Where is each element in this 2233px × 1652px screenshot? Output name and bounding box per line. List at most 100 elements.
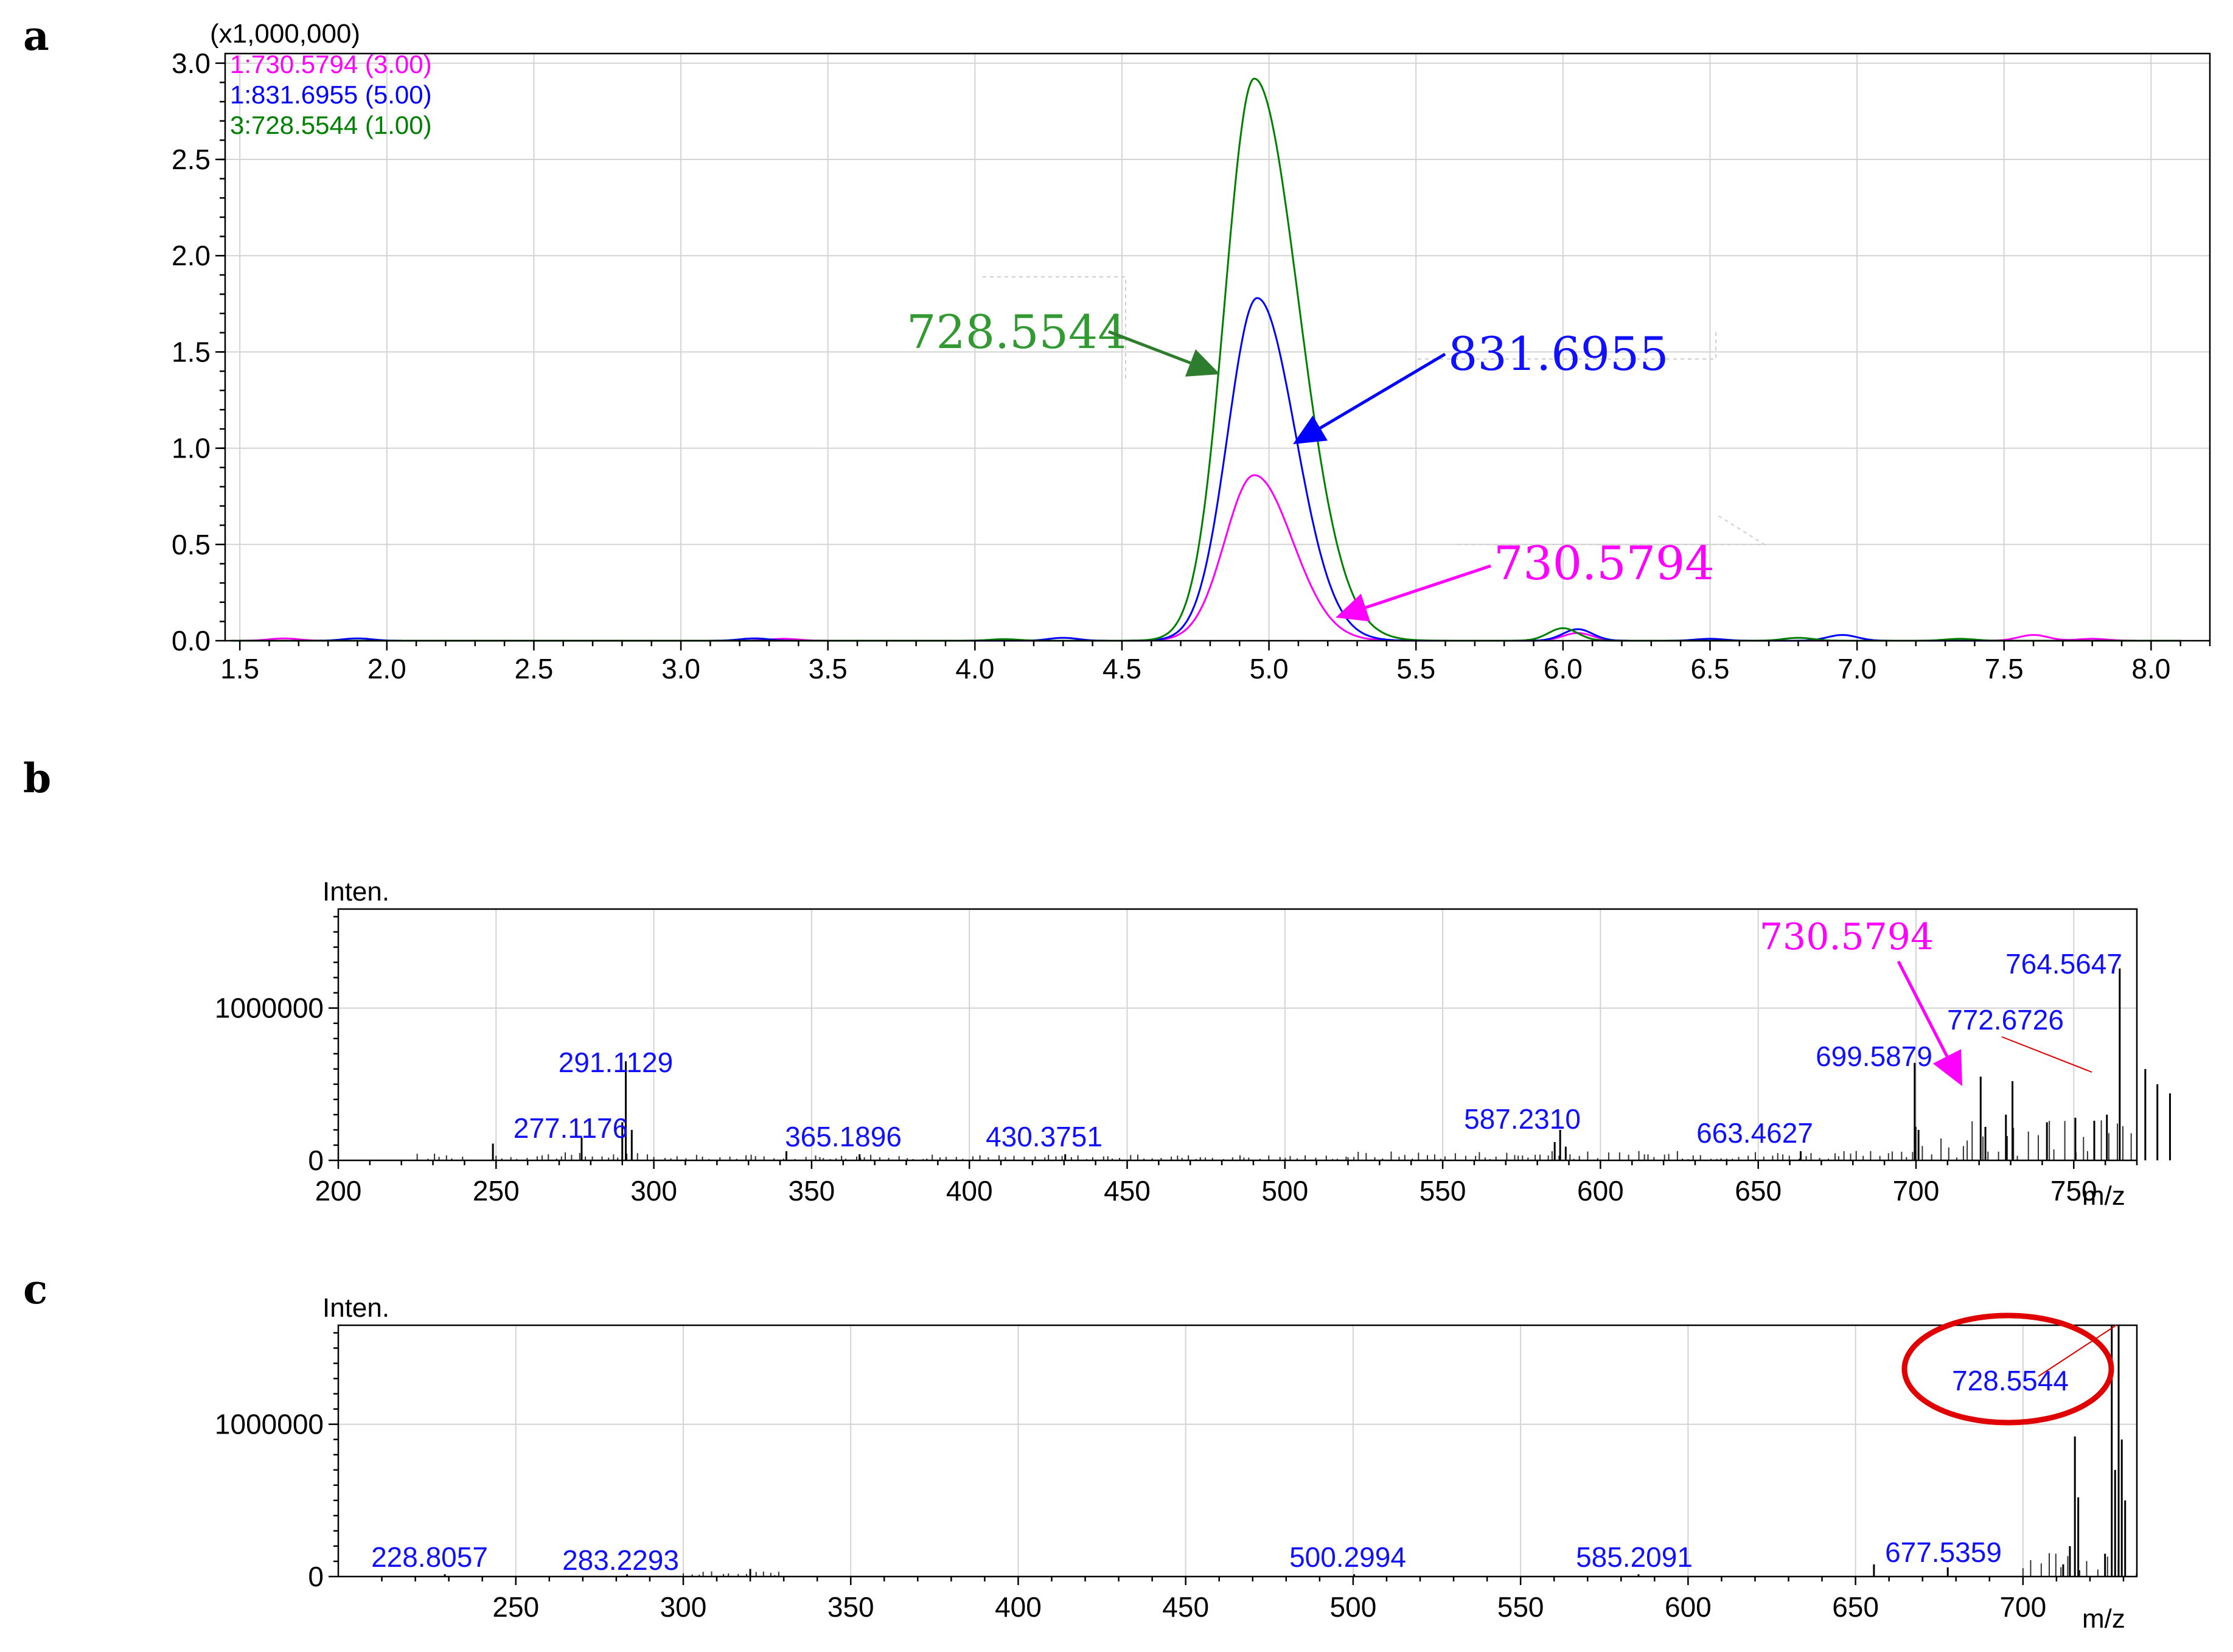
chromatogram-xtick-label: 7.0 xyxy=(1838,653,1876,685)
b-ytick-label: 0 xyxy=(308,1145,324,1176)
chromatogram-ytick-label: 1.0 xyxy=(172,433,211,464)
c-ytick-label: 1000000 xyxy=(215,1409,324,1440)
chromatogram-xtick-label: 5.0 xyxy=(1250,653,1289,685)
spectrum-b-peak-label: 764.5647 xyxy=(2005,948,2122,980)
chromatogram-annotations: 728.5544 831.6955 730.5794 xyxy=(907,276,1767,622)
b-xtick-label: 650 xyxy=(1735,1175,1782,1207)
spectrum-b-peak-label: 587.2310 xyxy=(1464,1103,1581,1135)
panel-letter-c: c xyxy=(23,1266,47,1313)
b-xtick-label: 400 xyxy=(946,1175,993,1207)
c-xtick-label: 700 xyxy=(1999,1591,2046,1623)
c-xtick-label: 250 xyxy=(492,1591,539,1623)
chromatogram-xtick-label: 4.0 xyxy=(955,653,994,685)
spectrum-c-peak-labels: 728.5544 228.8057 283.2293 500.2994 585.2091… xyxy=(371,1312,2117,1576)
spectrum-b-annotation-arrow-shaft xyxy=(1897,960,1949,1058)
spectrum-c-frame xyxy=(337,1324,2138,1578)
chromatogram-ytick-label: 0.5 xyxy=(172,529,211,560)
chromatogram-xtick-label: 1.5 xyxy=(220,653,259,685)
b-xtick-label: 750 xyxy=(2050,1175,2097,1207)
spectrum-c-peak-label: 677.5359 xyxy=(1885,1536,2002,1568)
spectrum-c-peak-label: 500.2994 xyxy=(1289,1541,1406,1573)
spectrum-c-grid xyxy=(338,1325,2137,1577)
annotation-label-728: 728.5544 xyxy=(907,305,1127,359)
chromatogram-xtick-label: 6.5 xyxy=(1690,653,1729,685)
chromatogram-series-line-2 xyxy=(231,77,2181,642)
annotation-arrow-728-head xyxy=(1185,349,1220,377)
chromatogram-legend-entry: 3:728.5544 (1.00) xyxy=(230,111,432,139)
chromatogram-ytick-label: 2.0 xyxy=(172,240,211,271)
b-xtick-label: 600 xyxy=(1577,1175,1624,1207)
spectrum-b-peak-label: 699.5879 xyxy=(1816,1040,1932,1072)
chromatogram-grid xyxy=(225,54,2210,641)
spectrum-b-ylabel: Inten. xyxy=(322,877,389,907)
spectrum-b-panel: 200 250 300 350 400 450 500 550 600 650 700 750 0 100… xyxy=(215,877,2171,1211)
chromatogram-xtick-label: 2.0 xyxy=(368,653,406,685)
b-xtick-label: 550 xyxy=(1420,1175,1466,1207)
spectrum-c-panel: 250 300 350 400 450 500 550 600 650 700 0 1000000 I… xyxy=(215,1293,2138,1634)
b-xtick-label: 300 xyxy=(630,1175,677,1207)
spectrum-b-annotations: 730.5794 xyxy=(1760,916,1962,1086)
b-xtick-label: 200 xyxy=(315,1175,362,1207)
spectrum-b-annotation-arrow-head xyxy=(1932,1049,1962,1086)
spectrum-b-frame xyxy=(337,908,2138,1162)
chromatogram-xtick-label: 3.5 xyxy=(809,653,848,685)
spectrum-b-peak-label: 663.4627 xyxy=(1696,1117,1813,1149)
spectrum-b-peak-labels: 291.1129 277.1176 365.1896 430.3751 587.2310… xyxy=(514,948,2122,1152)
b-ytick-label: 1000000 xyxy=(215,992,324,1024)
c-xtick-label: 400 xyxy=(995,1591,1042,1623)
chromatogram-xtick-label: 2.5 xyxy=(514,653,553,685)
spectrum-b-leader-line xyxy=(2001,1036,2092,1073)
chromatogram-series xyxy=(231,77,2181,642)
c-ytick-label: 0 xyxy=(308,1561,324,1592)
annotation-arrow-730-shaft xyxy=(1365,564,1491,609)
chromatogram-ytick-label: 2.5 xyxy=(172,144,211,175)
spectrum-b-xlabel: m/z xyxy=(2082,1181,2125,1211)
c-xtick-label: 300 xyxy=(660,1591,707,1623)
annotation-box-730 xyxy=(1457,514,1767,545)
spectrum-b-peak-label: 291.1129 xyxy=(559,1047,673,1078)
b-xtick-label: 350 xyxy=(789,1175,835,1207)
spectrum-c-ylabel: Inten. xyxy=(322,1293,389,1323)
chromatogram-xtick-label: 5.5 xyxy=(1396,653,1435,685)
spectrum-c-xlabel: m/z xyxy=(2082,1604,2125,1634)
annotation-label-831: 831.6955 xyxy=(1448,327,1669,381)
chromatogram-panel: 1.5 2.0 2.5 3.0 3.5 4.0 4.5 5.0 5.5 6.0 6.5 7.0 7.5 8… xyxy=(172,19,2211,685)
c-xtick-label: 650 xyxy=(1832,1591,1879,1623)
chromatogram-xtick-label: 7.5 xyxy=(1985,653,2024,685)
spectrum-c-axes: 250 300 350 400 450 500 550 600 650 700 0 1000000 xyxy=(215,1332,2125,1623)
spectrum-c-leader-line xyxy=(2038,1325,2117,1377)
panel-letter-a: a xyxy=(23,12,49,60)
spectrum-c-peak-label: 283.2293 xyxy=(562,1544,679,1576)
annotation-arrow-831-shaft xyxy=(1319,352,1446,430)
chromatogram-ytick-label: 0.0 xyxy=(172,625,211,657)
chromatogram-xtick-label: 3.0 xyxy=(661,653,700,685)
chromatogram-xtick-label: 8.0 xyxy=(2131,653,2170,685)
chromatogram-ytick-label: 1.5 xyxy=(172,336,211,368)
spectrum-c-peak-label: 728.5544 xyxy=(1952,1365,2069,1396)
spectrum-c-peaks xyxy=(444,1325,2137,1577)
b-xtick-label: 450 xyxy=(1104,1175,1151,1207)
c-xtick-label: 450 xyxy=(1162,1591,1209,1623)
spectrum-b-peak-label: 365.1896 xyxy=(785,1121,902,1152)
annotation-arrow-831-head xyxy=(1293,415,1328,444)
c-xtick-label: 600 xyxy=(1665,1591,1712,1623)
annotation-arrow-728-shaft xyxy=(1108,330,1191,364)
spectrum-b-peak-label: 430.3751 xyxy=(986,1121,1103,1152)
spectrum-b-annotation-label: 730.5794 xyxy=(1760,916,1934,958)
spectrum-b-axes: 200 250 300 350 400 450 500 550 600 650 700 750 0 100… xyxy=(215,916,2138,1207)
chromatogram-legend-entry: 1:730.5794 (3.00) xyxy=(230,50,432,78)
chromatogram-ytick-label: 3.0 xyxy=(172,47,211,79)
c-xtick-label: 500 xyxy=(1330,1591,1377,1623)
chromatogram-xtick-label: 4.5 xyxy=(1103,653,1141,685)
c-xtick-label: 350 xyxy=(827,1591,874,1623)
b-xtick-label: 500 xyxy=(1261,1175,1308,1207)
annotation-label-730: 730.5794 xyxy=(1494,536,1715,590)
chromatogram-xtick-label: 6.0 xyxy=(1544,653,1583,685)
chromatogram-scale-label: (x1,000,000) xyxy=(210,19,360,49)
spectrum-b-peak-label: 277.1176 xyxy=(514,1112,628,1144)
annotation-box-728 xyxy=(983,276,1126,380)
c-xtick-label: 550 xyxy=(1497,1591,1544,1623)
chromatogram-axes: 1.5 2.0 2.5 3.0 3.5 4.0 4.5 5.0 5.5 6.0 6.5 7.0 7.5 8… xyxy=(172,47,2211,685)
annotation-arrow-730-head xyxy=(1336,593,1370,622)
